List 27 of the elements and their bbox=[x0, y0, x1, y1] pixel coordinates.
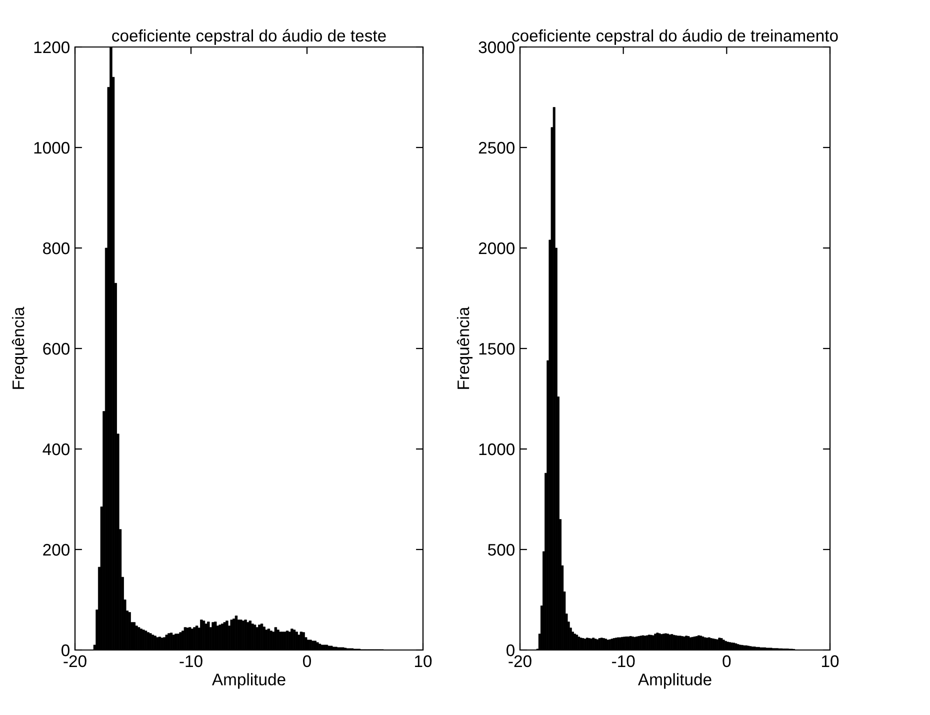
chart-title: coeficiente cepstral do áudio de teste bbox=[112, 29, 386, 45]
y-tick-label: 600 bbox=[43, 342, 70, 355]
y-tick-label: 0 bbox=[506, 644, 514, 656]
x-tick-label: 0 bbox=[722, 655, 731, 668]
y-tick-label: 1000 bbox=[479, 443, 514, 456]
x-tick-label: -20 bbox=[64, 655, 86, 668]
y-tick-label: 200 bbox=[43, 544, 70, 556]
y-tick-label: 500 bbox=[488, 544, 514, 556]
y-axis-title: Frequência bbox=[456, 306, 473, 389]
y-tick-label: 3000 bbox=[478, 41, 514, 54]
x-tick-label: -20 bbox=[508, 655, 532, 668]
y-tick-label: 1200 bbox=[34, 41, 70, 54]
x-tick-label: -10 bbox=[180, 655, 202, 668]
x-tick-label: -10 bbox=[612, 655, 635, 668]
x-tick-label: 0 bbox=[303, 655, 311, 668]
y-tick-label: 1500 bbox=[479, 342, 514, 355]
x-axis-title: Amplitude bbox=[212, 673, 286, 689]
x-tick-label: 10 bbox=[822, 655, 839, 668]
y-tick-label: 800 bbox=[43, 242, 70, 254]
x-tick-label: 10 bbox=[415, 655, 432, 668]
y-axis-title: Frequência bbox=[12, 306, 28, 389]
y-tick-label: 2000 bbox=[478, 242, 514, 254]
x-axis-title: Amplitude bbox=[638, 673, 712, 689]
y-tick-label: 2500 bbox=[478, 142, 514, 154]
y-tick-label: 1000 bbox=[34, 142, 70, 154]
y-tick-label: 0 bbox=[62, 644, 70, 656]
y-tick-label: 400 bbox=[42, 443, 70, 456]
